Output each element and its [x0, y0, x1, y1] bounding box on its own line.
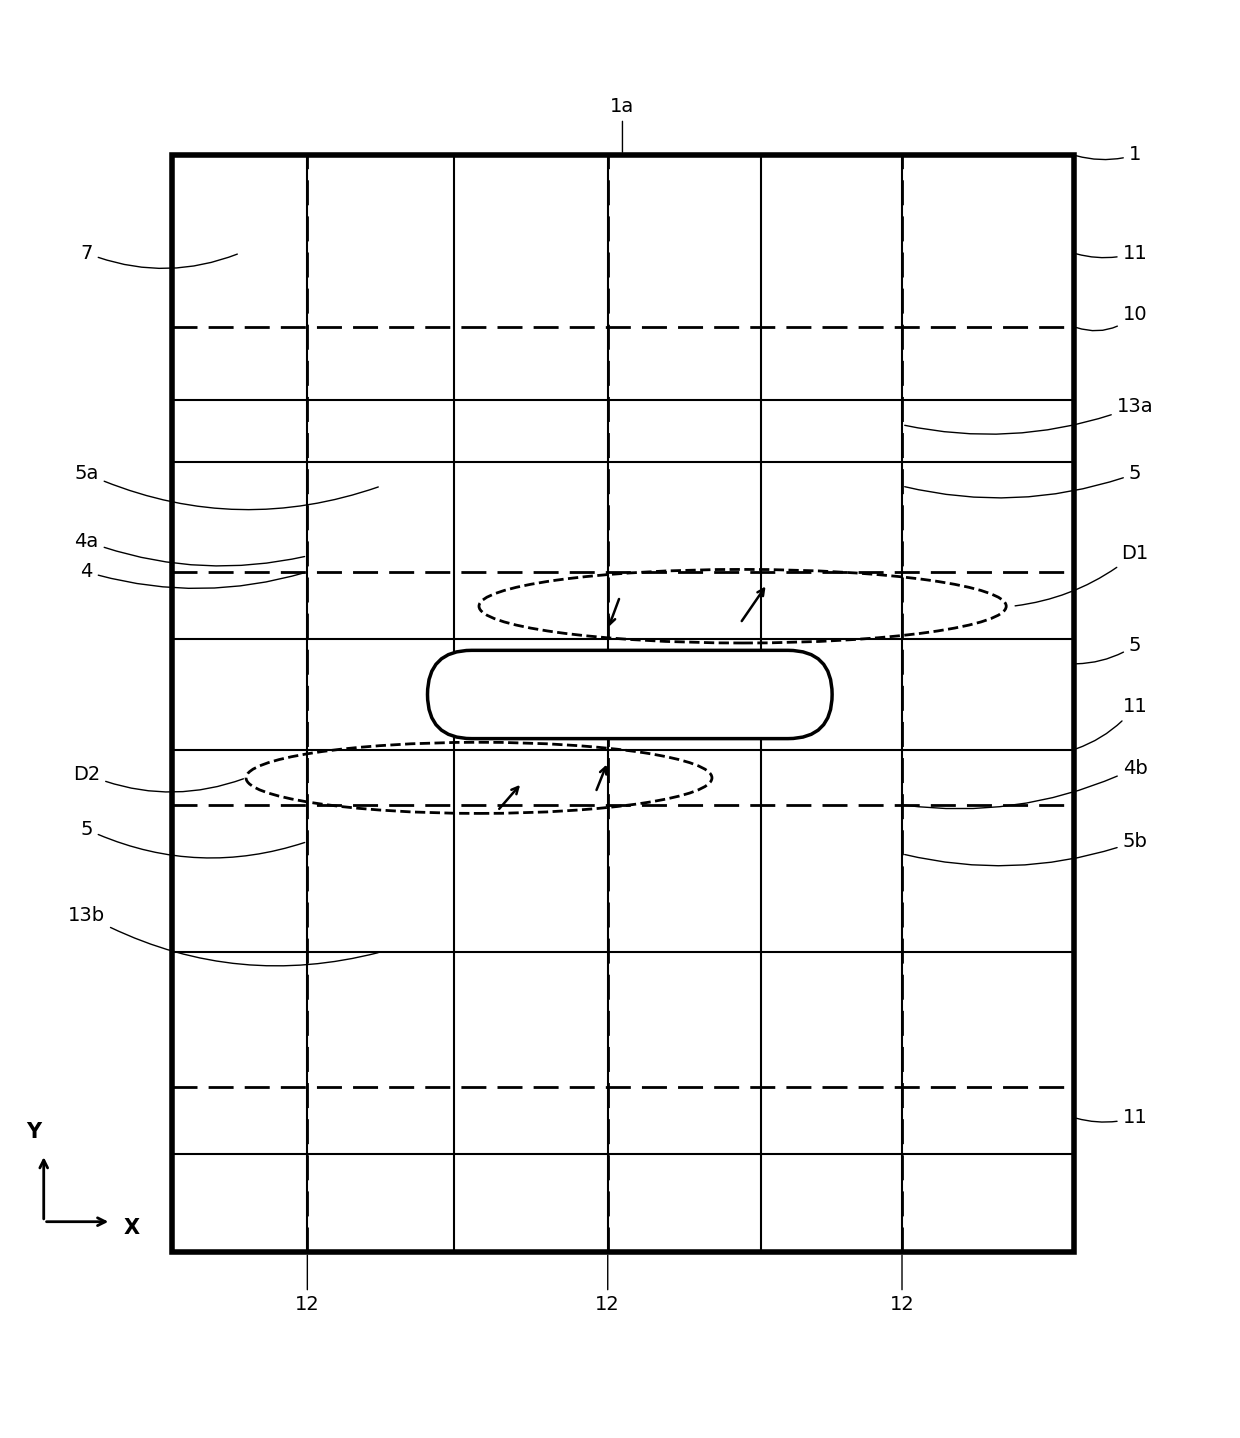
Bar — [901, 326, 1074, 400]
Bar — [308, 155, 455, 326]
Bar — [172, 572, 308, 640]
Bar — [608, 326, 761, 400]
Bar — [455, 400, 608, 462]
Text: 12: 12 — [889, 1255, 914, 1314]
Bar — [308, 1155, 455, 1252]
Text: 5: 5 — [1076, 636, 1141, 664]
Bar — [172, 640, 308, 749]
Text: 12: 12 — [595, 1255, 620, 1314]
Bar — [455, 572, 608, 640]
Bar — [172, 326, 308, 400]
Text: 5a: 5a — [74, 464, 378, 509]
Bar — [608, 1087, 761, 1155]
Bar — [761, 462, 901, 572]
Text: 11: 11 — [1076, 243, 1147, 263]
Bar — [455, 155, 608, 326]
Bar — [455, 805, 608, 952]
Bar — [172, 749, 308, 805]
Bar — [761, 155, 901, 326]
Bar — [172, 952, 308, 1087]
Bar — [761, 572, 901, 640]
Bar — [608, 640, 761, 749]
FancyBboxPatch shape — [428, 650, 832, 739]
Text: D1: D1 — [1016, 544, 1148, 605]
Text: 7: 7 — [81, 243, 237, 269]
Bar — [901, 1087, 1074, 1155]
Bar — [172, 155, 1074, 1252]
Bar — [455, 462, 608, 572]
Text: 4a: 4a — [74, 532, 305, 567]
Text: 11: 11 — [1076, 697, 1147, 749]
Bar — [172, 805, 308, 952]
Bar — [455, 1155, 608, 1252]
Text: Y: Y — [26, 1122, 41, 1142]
Bar — [455, 1087, 608, 1155]
Text: 10: 10 — [1076, 305, 1147, 331]
Bar — [761, 952, 901, 1087]
Bar — [608, 155, 761, 326]
Bar — [308, 640, 455, 749]
Bar — [172, 1087, 308, 1155]
Bar — [761, 640, 901, 749]
Text: 4b: 4b — [905, 758, 1147, 808]
Text: 12: 12 — [295, 1255, 320, 1314]
Bar — [761, 805, 901, 952]
Bar — [308, 326, 455, 400]
Bar — [761, 1155, 901, 1252]
Bar — [761, 400, 901, 462]
Bar — [455, 749, 608, 805]
Bar — [901, 1155, 1074, 1252]
Text: 4: 4 — [81, 562, 305, 588]
Text: 5: 5 — [905, 464, 1141, 498]
Text: X: X — [124, 1218, 140, 1238]
Bar — [455, 326, 608, 400]
Bar — [901, 155, 1074, 326]
Bar — [308, 1087, 455, 1155]
Text: 13b: 13b — [68, 906, 378, 966]
Bar — [761, 749, 901, 805]
Text: 5: 5 — [81, 820, 305, 858]
Text: 11: 11 — [1076, 1109, 1147, 1127]
Bar — [172, 1155, 308, 1252]
Bar — [761, 1087, 901, 1155]
Bar — [172, 462, 308, 572]
Bar — [172, 155, 308, 326]
Bar — [608, 1155, 761, 1252]
Text: D2: D2 — [73, 765, 243, 792]
Text: 1a: 1a — [610, 96, 635, 152]
Bar — [901, 640, 1074, 749]
Text: 1: 1 — [1076, 145, 1141, 164]
Bar — [761, 326, 901, 400]
Bar — [455, 640, 608, 749]
Text: 5b: 5b — [905, 833, 1147, 866]
Text: 13a: 13a — [905, 397, 1153, 434]
Bar — [455, 952, 608, 1087]
Bar — [172, 400, 308, 462]
